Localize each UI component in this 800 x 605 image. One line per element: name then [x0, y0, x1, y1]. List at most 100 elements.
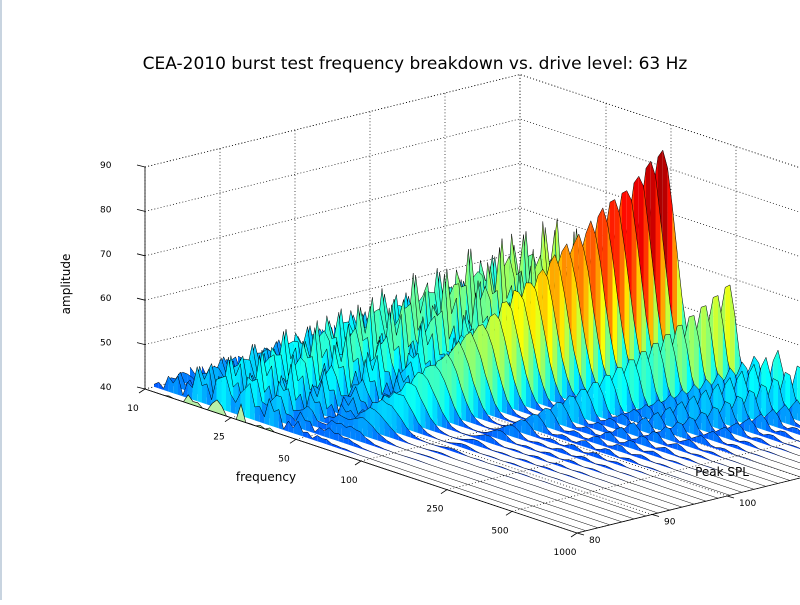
x-tick-label: 250: [426, 505, 443, 515]
surface-segment: [353, 442, 358, 447]
surface-segment: [490, 436, 495, 445]
x-axis-label: frequency: [236, 470, 296, 484]
surface-segment: [456, 443, 461, 447]
surface-segment: [608, 446, 613, 449]
surface-segment: [605, 418, 610, 427]
z-tick-label: 90: [100, 161, 112, 171]
surface-segment: [476, 419, 481, 426]
surface-segment: [255, 407, 260, 423]
surface-segment: [737, 396, 742, 423]
z-tick-label: 80: [100, 205, 112, 215]
surface-segment: [728, 444, 733, 447]
surface-segment: [497, 430, 502, 440]
z-tick: [137, 343, 145, 345]
surface-segment: [725, 402, 730, 426]
surface-segment: [492, 430, 497, 439]
surface-segment: [761, 385, 766, 417]
surface-segment: [773, 379, 778, 414]
window-edge: [0, 0, 2, 600]
chart-title: CEA-2010 burst test frequency breakdown …: [143, 54, 688, 74]
surface-segment: [610, 450, 615, 457]
surface-segment: [653, 412, 658, 429]
surface-segment: [312, 435, 317, 441]
z-tick: [137, 387, 145, 389]
x-tick: [290, 439, 296, 443]
surface-segment: [464, 439, 469, 443]
surface-segment: [684, 440, 689, 447]
z-tick: [137, 209, 145, 211]
surface-segment: [569, 431, 574, 437]
surface-segment: [785, 372, 790, 411]
surface-segment: [641, 455, 646, 461]
surface-segment: [545, 438, 550, 442]
surface-segment: [569, 445, 574, 451]
x-tick: [225, 418, 231, 422]
surface-segment: [574, 445, 579, 452]
x-tick: [355, 461, 361, 465]
z-tick: [137, 165, 145, 167]
y-tick: [652, 515, 659, 517]
x-tick-label: 1000: [554, 548, 577, 558]
y-tick-label: 100: [739, 499, 756, 509]
x-tick: [139, 389, 145, 393]
z-axis-label: amplitude: [59, 254, 73, 315]
surface-segment: [533, 414, 538, 431]
surface-segment: [576, 428, 581, 432]
surface-segment: [245, 383, 250, 418]
surface-segment: [677, 422, 682, 438]
surface-segment: [632, 454, 637, 457]
surface-segment: [740, 441, 745, 444]
z-tick: [137, 254, 145, 256]
surface-segment: [365, 438, 370, 445]
y-axis-label: Peak SPL: [695, 465, 749, 479]
surface-segment: [648, 451, 653, 456]
surface-segment: [629, 423, 634, 436]
surface-segment: [586, 441, 591, 449]
surface-segment: [305, 421, 310, 432]
surface-segment: [521, 420, 526, 435]
surface-segment: [749, 390, 754, 419]
surface-segment: [509, 425, 514, 437]
surface-segment: [317, 435, 322, 442]
z-tick-label: 60: [100, 294, 112, 304]
surface-segment: [564, 460, 569, 463]
surface-segment: [557, 448, 562, 453]
surface-segment: [557, 402, 562, 425]
surface-segment: [689, 417, 694, 434]
surface-segment: [545, 408, 550, 428]
surface-segment: [701, 412, 706, 432]
surface-segment: [617, 444, 622, 452]
surface-segment: [605, 432, 610, 441]
grid-z: [145, 75, 800, 219]
z-tick-label: 70: [100, 250, 112, 260]
x-tick: [506, 511, 512, 515]
x-tick: [441, 490, 447, 494]
surface-segment: [557, 435, 562, 440]
surface-segment: [581, 441, 586, 448]
y-tick: [727, 496, 734, 498]
surface-segment: [617, 427, 622, 438]
surface-segment: [507, 436, 512, 444]
surface-segment: [466, 445, 471, 451]
surface-segment: [334, 433, 339, 441]
surface-segment: [713, 407, 718, 429]
z-tick-label: 50: [100, 339, 112, 349]
surface-segment: [538, 442, 543, 447]
surface-segment: [303, 432, 308, 438]
x-tick: [571, 533, 577, 537]
surface-segment: [677, 444, 682, 452]
x-tick-label: 50: [278, 454, 290, 464]
surface-segment: [636, 455, 641, 459]
surface-segment: [557, 463, 562, 467]
surface-segment: [344, 438, 349, 445]
surface-segment: [540, 452, 545, 455]
y-tick-label: 90: [664, 518, 676, 528]
surface-segment: [478, 441, 483, 448]
z-tick: [137, 298, 145, 300]
surface-segment: [593, 436, 598, 444]
grid-z: [145, 119, 800, 263]
surface-segment: [526, 446, 531, 450]
y-tick: [577, 533, 584, 535]
